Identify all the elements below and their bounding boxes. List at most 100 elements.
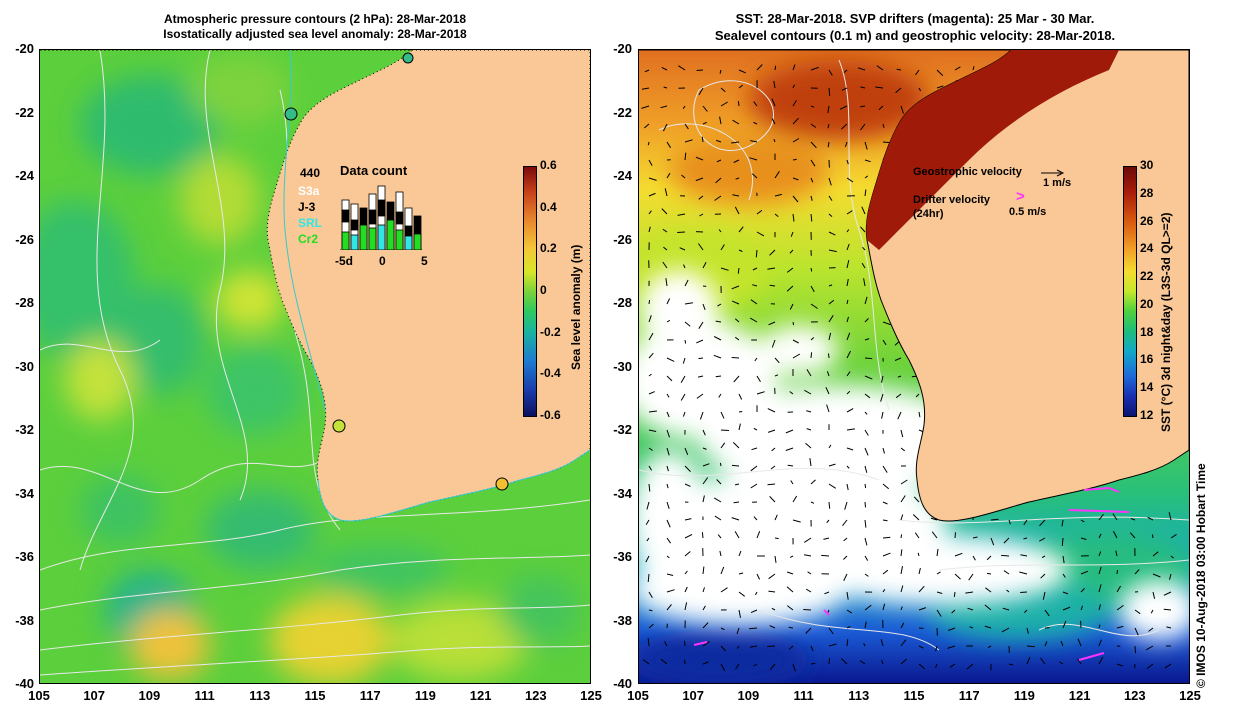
velocity-vector <box>647 141 650 146</box>
drifter-track[interactable] <box>1078 652 1105 661</box>
velocity-vector <box>1062 591 1069 595</box>
velocity-vector <box>792 663 796 672</box>
velocity-vector <box>754 357 758 362</box>
velocity-vector <box>666 375 673 382</box>
velocity-vector <box>860 123 866 131</box>
velocity-vector <box>792 321 795 326</box>
velocity-vector <box>882 589 886 593</box>
colorbar-tick-label: -0.2 <box>540 324 561 339</box>
velocity-vector <box>823 537 830 540</box>
velocity-vector <box>864 447 869 456</box>
velocity-vector <box>864 338 870 341</box>
velocity-vector <box>918 411 921 418</box>
velocity-vector <box>1062 606 1071 611</box>
velocity-vector <box>864 573 869 577</box>
velocity-vector <box>684 570 688 575</box>
velocity-vector <box>774 555 777 563</box>
sst-map[interactable]: Geostrophic velocity 1 m/s Drifter veloc… <box>638 49 1190 684</box>
velocity-vector <box>678 65 686 71</box>
velocity-vector <box>895 393 902 399</box>
velocity-vector <box>702 447 707 450</box>
velocity-vector <box>846 408 854 413</box>
tide-gauge-marker[interactable] <box>284 107 298 121</box>
velocity-vector <box>878 105 884 111</box>
velocity-vector <box>1077 638 1082 647</box>
tide-gauge-markers[interactable] <box>284 52 509 491</box>
cloud-mask <box>639 270 1189 640</box>
velocity-vector <box>1020 554 1028 557</box>
velocity-vector <box>682 357 686 364</box>
velocity-vector <box>804 389 812 395</box>
velocity-vector <box>792 138 800 143</box>
tide-gauge-marker[interactable] <box>495 477 509 491</box>
velocity-vector <box>936 609 942 617</box>
velocity-vector <box>864 465 868 473</box>
colorbar-tick-label: 14 <box>1140 380 1154 395</box>
velocity-vector <box>844 501 848 510</box>
velocity-vector <box>1026 627 1029 634</box>
velocity-vector <box>810 285 815 293</box>
velocity-vector <box>828 643 837 647</box>
velocity-vector <box>720 411 725 419</box>
velocity-vector <box>684 123 689 130</box>
velocity-vector <box>789 303 794 310</box>
velocity-vector <box>894 357 902 361</box>
velocity-vector <box>684 302 693 305</box>
shelf-contour-line <box>283 50 326 411</box>
velocity-vector <box>695 156 704 161</box>
velocity-vector <box>828 195 833 201</box>
data-count-title: Data count <box>340 163 408 178</box>
velocity-vector <box>756 64 763 71</box>
velocity-vector <box>792 100 797 107</box>
velocity-vector <box>641 105 650 109</box>
velocity-vector <box>864 393 871 399</box>
velocity-vector <box>840 658 848 665</box>
velocity-vector <box>846 447 854 451</box>
velocity-vector <box>750 483 758 489</box>
tide-gauge-marker[interactable] <box>332 419 346 433</box>
left-title-line1: Atmospheric pressure contours (2 hPa): 2… <box>163 12 467 26</box>
velocity-vector <box>702 661 709 665</box>
velocity-vector <box>1040 657 1046 665</box>
velocity-vector <box>666 573 674 576</box>
velocity-vector <box>666 411 670 418</box>
velocity-vector <box>810 267 813 272</box>
legend-s3a: S3a <box>298 184 320 198</box>
velocity-vector <box>666 447 670 456</box>
velocity-vector <box>684 483 691 487</box>
velocity-vector <box>751 173 758 179</box>
sea-level-anomaly-map[interactable]: 440 Data count S3a J-3 SRL Cr2 <box>39 49 591 684</box>
legend-cr2: Cr2 <box>298 232 319 246</box>
svp-drifter-tracks[interactable] <box>693 486 1130 661</box>
sst-map-svg <box>639 50 1189 683</box>
velocity-vector <box>828 249 837 253</box>
drifter-track[interactable] <box>1083 486 1120 493</box>
tide-gauge-marker[interactable] <box>402 52 414 64</box>
velocity-vector <box>771 339 776 348</box>
velocity-vector <box>972 555 976 561</box>
velocity-vector <box>915 393 920 398</box>
velocity-vector <box>810 337 815 341</box>
data-count-inset: 440 Data count S3a J-3 SRL Cr2 <box>295 160 435 270</box>
y-tick-label: -30 <box>15 358 34 374</box>
velocity-vector <box>882 536 891 539</box>
velocity-vector <box>767 267 776 270</box>
velocity-vector <box>1115 550 1118 557</box>
velocity-vector <box>738 411 743 413</box>
velocity-vector <box>843 69 848 73</box>
drifter-track[interactable] <box>823 609 830 616</box>
velocity-vector <box>809 458 812 467</box>
velocity-vector <box>718 229 722 233</box>
y-tick-label: -38 <box>613 612 632 628</box>
velocity-vector <box>864 519 867 528</box>
velocity-vector <box>697 375 704 378</box>
velocity-vector <box>863 278 866 287</box>
right-map-title: SST: 28-Mar-2018. SVP drifters (magenta)… <box>640 10 1190 44</box>
velocity-vector <box>1080 588 1085 593</box>
velocity-vector <box>828 332 832 341</box>
drifter-track[interactable] <box>693 641 708 646</box>
velocity-vector <box>895 87 902 94</box>
velocity-vector <box>684 279 689 287</box>
velocity-vector <box>936 571 941 575</box>
drifter-track[interactable] <box>1068 509 1130 513</box>
